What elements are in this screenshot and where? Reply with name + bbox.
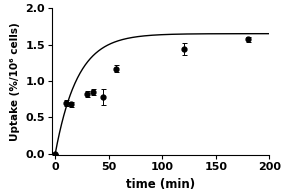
Y-axis label: Uptake (%/10⁶ cells): Uptake (%/10⁶ cells) [10,22,20,141]
X-axis label: time (min): time (min) [126,178,195,191]
